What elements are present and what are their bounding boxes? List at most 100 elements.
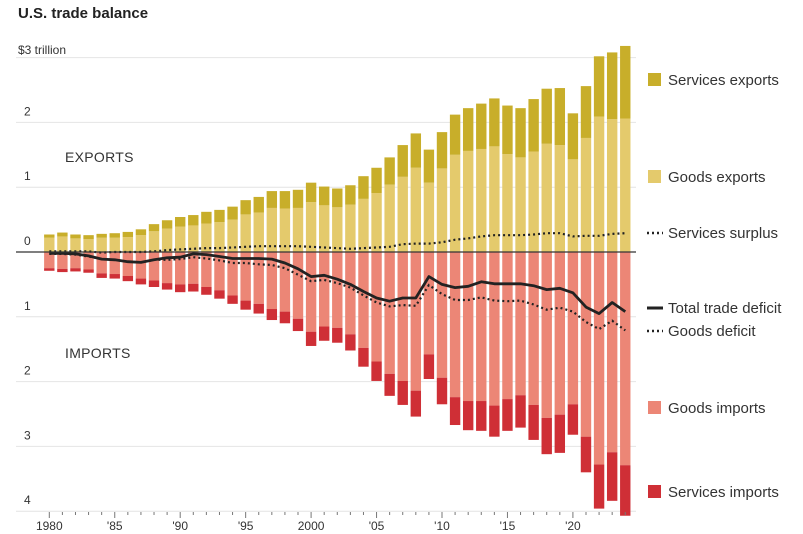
- bar-goods-exports: [528, 151, 539, 252]
- bar-goods-imports: [279, 252, 291, 312]
- y-tick-label: 1: [24, 169, 31, 183]
- bar-goods-imports: [593, 252, 605, 465]
- bar-goods-imports: [384, 252, 395, 374]
- x-tick-label: '90: [172, 519, 188, 533]
- bar-goods-imports: [580, 252, 592, 437]
- bar-goods-imports: [528, 252, 539, 405]
- bar-goods-exports: [541, 143, 552, 252]
- bar-goods-exports: [83, 239, 94, 252]
- bar-services-imports: [541, 417, 552, 455]
- y-tick-label: 2: [24, 364, 31, 378]
- bar-services-imports: [57, 268, 68, 273]
- bar-goods-imports: [44, 252, 55, 269]
- bar-services-exports: [358, 176, 369, 199]
- bar-goods-exports: [515, 157, 526, 252]
- bar-goods-exports: [109, 237, 120, 252]
- bar-services-imports: [436, 377, 448, 405]
- bar-goods-exports: [148, 231, 160, 252]
- bar-services-imports: [279, 311, 291, 324]
- bar-services-exports: [345, 185, 356, 205]
- bar-services-exports: [201, 211, 212, 224]
- bar-goods-exports: [345, 204, 356, 252]
- bar-services-exports: [541, 88, 552, 144]
- x-tick-label: '10: [434, 519, 450, 533]
- bar-goods-exports: [266, 207, 278, 252]
- exports-section-label: EXPORTS: [65, 149, 134, 165]
- bar-goods-imports: [423, 252, 435, 355]
- bar-services-imports: [606, 452, 618, 501]
- bar-goods-exports: [318, 205, 330, 252]
- bar-goods-exports: [489, 146, 500, 252]
- chart-title: U.S. trade balance: [18, 5, 149, 22]
- bar-goods-exports: [161, 228, 173, 252]
- bar-services-exports: [436, 132, 448, 169]
- x-tick-label: '85: [107, 519, 123, 533]
- bar-goods-imports: [489, 252, 500, 406]
- bar-goods-exports: [57, 236, 68, 252]
- bar-services-imports: [462, 401, 474, 431]
- bar-goods-exports: [371, 193, 382, 252]
- bar-goods-exports: [122, 237, 134, 252]
- bar-services-imports: [358, 347, 369, 367]
- bar-services-exports: [384, 157, 395, 185]
- bar-goods-imports: [188, 252, 199, 284]
- legend-goods-deficit: Goods deficit: [668, 323, 756, 340]
- x-tick-label: '20: [565, 519, 581, 533]
- bar-services-exports: [580, 86, 592, 138]
- bar-services-imports: [122, 275, 134, 282]
- bar-goods-exports: [44, 237, 55, 252]
- y-tick-label: 0: [24, 234, 31, 248]
- bar-services-imports: [253, 303, 264, 314]
- bar-services-exports: [462, 108, 474, 151]
- bar-goods-exports: [554, 145, 566, 252]
- bar-goods-imports: [345, 252, 356, 335]
- bar-services-imports: [148, 280, 160, 287]
- bar-goods-imports: [266, 252, 278, 310]
- bar-goods-exports: [70, 238, 81, 252]
- bar-goods-imports: [214, 252, 225, 291]
- x-tick-label: '15: [500, 519, 516, 533]
- bar-goods-imports: [620, 252, 631, 466]
- legend-goods-exports: Goods exports: [668, 169, 766, 186]
- bar-goods-imports: [122, 252, 134, 276]
- bar-services-exports: [449, 114, 461, 155]
- bar-services-imports: [70, 268, 81, 272]
- bar-services-exports: [554, 88, 566, 146]
- bar-goods-imports: [318, 252, 330, 327]
- bar-services-exports: [214, 209, 225, 223]
- bar-services-imports: [567, 404, 579, 435]
- bar-goods-imports: [554, 252, 566, 415]
- bar-services-imports: [620, 465, 631, 516]
- bar-services-imports: [109, 274, 120, 279]
- legend-services-surplus: Services surplus: [668, 225, 778, 242]
- x-tick-label: '95: [238, 519, 254, 533]
- bar-services-imports: [175, 284, 186, 293]
- bar-goods-imports: [358, 252, 369, 348]
- bar-goods-exports: [580, 137, 592, 252]
- bar-goods-exports: [214, 222, 225, 252]
- bar-services-imports: [318, 326, 330, 341]
- bar-services-imports: [515, 395, 526, 428]
- bar-goods-exports: [410, 167, 422, 252]
- bar-services-exports: [318, 186, 330, 206]
- y-unit-label: $3 trillion: [18, 43, 66, 57]
- bar-goods-imports: [305, 252, 317, 332]
- bar-services-imports: [476, 401, 487, 431]
- bar-goods-exports: [201, 223, 212, 252]
- bar-goods-imports: [83, 252, 94, 270]
- bar-services-imports: [135, 278, 147, 285]
- bar-services-imports: [240, 300, 251, 310]
- legend-swatch-services-imports: [648, 485, 661, 498]
- bar-services-exports: [476, 103, 487, 149]
- bar-services-imports: [423, 354, 435, 380]
- bar-services-exports: [109, 233, 120, 238]
- bar-goods-exports: [227, 219, 238, 252]
- bar-goods-imports: [515, 252, 526, 396]
- bar-services-exports: [515, 108, 526, 158]
- legend-goods-imports: Goods imports: [668, 400, 766, 417]
- bar-services-exports: [567, 113, 579, 160]
- y-tick-label: 2: [24, 104, 31, 118]
- axes: 2 1 0 1 2 3 4 1980 '85 '90 '95 2000 '05 '10 '15 '20: [16, 104, 636, 533]
- bar-services-imports: [188, 283, 199, 292]
